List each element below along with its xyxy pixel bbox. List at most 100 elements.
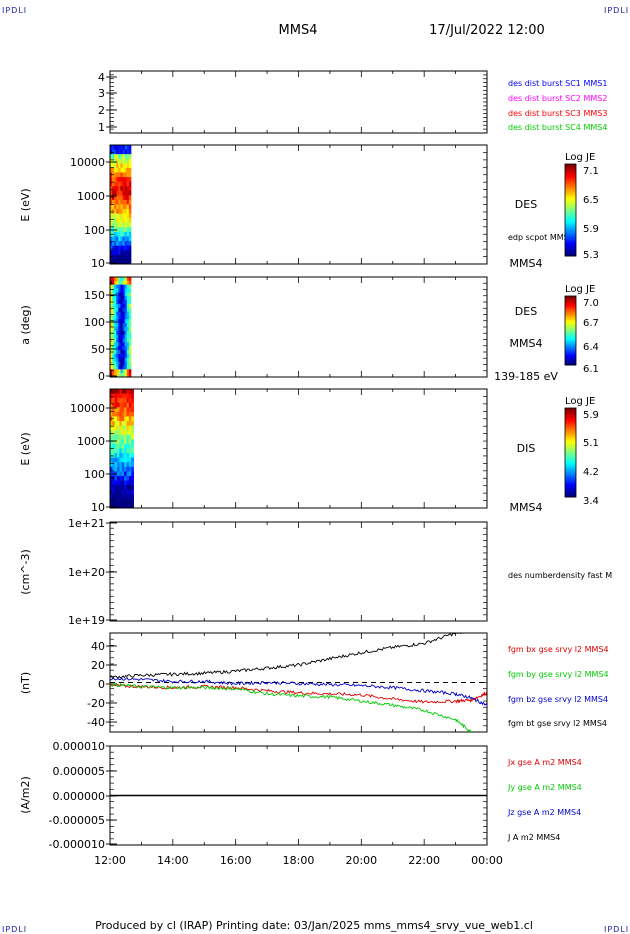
- heatmap-cell: [126, 158, 130, 164]
- heatmap-cell: [131, 439, 134, 445]
- y-tick-label: 1e+19: [68, 614, 105, 627]
- heatmap-cell: [112, 439, 116, 445]
- heatmap-cell: [114, 480, 118, 486]
- heatmap-cell: [126, 186, 130, 192]
- heatmap-cell: [118, 158, 121, 164]
- heatmap-cell: [114, 204, 117, 210]
- heatmap-cell: [126, 315, 130, 320]
- heatmap-cell: [121, 498, 125, 504]
- heatmap-cell: [128, 307, 132, 313]
- heatmap-cell: [122, 181, 126, 187]
- heatmap-cell: [124, 284, 128, 289]
- heatmap-cell: [114, 430, 118, 436]
- heatmap-cell: [128, 280, 132, 286]
- heatmap-cell: [112, 218, 115, 224]
- heatmap-cell: [114, 357, 117, 363]
- heatmap-cell: [110, 357, 113, 363]
- colorbar-segment: [565, 297, 576, 300]
- heatmap-cell: [116, 284, 119, 289]
- heatmap-cell: [112, 503, 116, 509]
- heatmap-cell: [110, 149, 113, 155]
- heatmap-cell: [110, 327, 113, 332]
- heatmap-cell: [126, 471, 130, 477]
- heatmap-cell: [114, 199, 117, 205]
- heatmap-cell: [118, 181, 121, 187]
- heatmap-cell: [116, 209, 119, 215]
- colorbar-segment: [565, 474, 576, 478]
- colorbar-title: Log JE: [565, 152, 595, 163]
- heatmap-cell: [114, 254, 117, 260]
- heatmap-cell: [112, 353, 115, 359]
- heatmap-cell: [114, 425, 118, 431]
- heatmap-cell: [118, 186, 121, 192]
- heatmap-cell: [120, 204, 123, 210]
- heatmap-cell: [110, 158, 113, 164]
- heatmap-cell: [121, 448, 125, 454]
- heatmap-cell: [112, 430, 116, 436]
- heatmap-cell: [114, 398, 118, 404]
- heatmap-cell: [124, 303, 128, 309]
- heatmap-cell: [128, 250, 132, 256]
- heatmap-cell: [119, 457, 123, 463]
- colorbar-tick-label: 5.3: [583, 250, 599, 261]
- heatmap-cell: [122, 323, 126, 328]
- heatmap-cell: [121, 471, 125, 477]
- heatmap-cell: [126, 277, 130, 282]
- heatmap-cell: [121, 485, 125, 491]
- panel-frame: [109, 144, 488, 265]
- instrument-label: DES: [515, 305, 537, 318]
- colorbar-segment: [565, 359, 576, 363]
- y-tick-label: 100: [84, 224, 105, 237]
- heatmap-cell: [128, 369, 132, 374]
- heatmap-cell: [122, 163, 126, 169]
- heatmap-cell: [126, 389, 130, 394]
- heatmap-cell: [116, 338, 119, 343]
- heatmap-cell: [131, 443, 134, 449]
- heatmap-cell: [120, 330, 123, 336]
- heatmap-cell: [114, 466, 118, 472]
- heatmap-cell: [116, 369, 119, 374]
- heatmap-cell: [112, 411, 116, 417]
- heatmap-cell: [122, 199, 126, 205]
- heatmap-cell: [124, 181, 128, 187]
- heatmap-cell: [114, 457, 118, 463]
- heatmap-cell: [118, 177, 121, 183]
- heatmap-cell: [126, 327, 130, 332]
- heatmap-cell: [128, 303, 132, 309]
- colorbar-segment: [565, 468, 576, 471]
- legend-entry: fgm by gse srvy l2 MMS4: [508, 670, 609, 679]
- y-tick-label: 10: [91, 257, 105, 270]
- heatmap-cell: [112, 425, 116, 431]
- colorbar-segment: [565, 237, 576, 241]
- heatmap-cell: [114, 231, 117, 237]
- heatmap-cell: [112, 402, 116, 408]
- heatmap-cell: [120, 327, 123, 332]
- heatmap-cell: [110, 288, 113, 293]
- heatmap-cell: [110, 439, 113, 445]
- heatmap-cell: [120, 250, 123, 256]
- colorbar-segment: [565, 472, 576, 476]
- heatmap-cell: [110, 209, 113, 215]
- heatmap-cell: [124, 462, 127, 468]
- heatmap-cell: [120, 236, 123, 242]
- heatmap-cell: [112, 292, 115, 297]
- heatmap-cell: [128, 439, 132, 445]
- heatmap-cell: [126, 503, 130, 509]
- heatmap-cell: [122, 307, 126, 313]
- y-tick-label: 0.000010: [53, 740, 106, 753]
- heatmap-cell: [110, 154, 113, 160]
- heatmap-cell: [124, 213, 128, 219]
- heatmap-cell: [126, 434, 130, 440]
- heatmap-cell: [112, 319, 115, 324]
- colorbar-segment: [565, 483, 576, 487]
- heatmap-cell: [120, 319, 123, 324]
- heatmap-cell: [118, 334, 121, 339]
- heatmap-cell: [110, 448, 113, 454]
- y-tick-label: 100: [84, 468, 105, 481]
- colorbar-segment: [565, 408, 576, 411]
- panel-p3: 0 50 100 150 a (deg) DES MMS4 139-185 eV Log JE 7…: [19, 276, 599, 383]
- heatmap-cell: [120, 227, 123, 233]
- heatmap-cell: [114, 416, 118, 422]
- heatmap-cell: [131, 453, 134, 459]
- heatmap-cell: [128, 190, 132, 196]
